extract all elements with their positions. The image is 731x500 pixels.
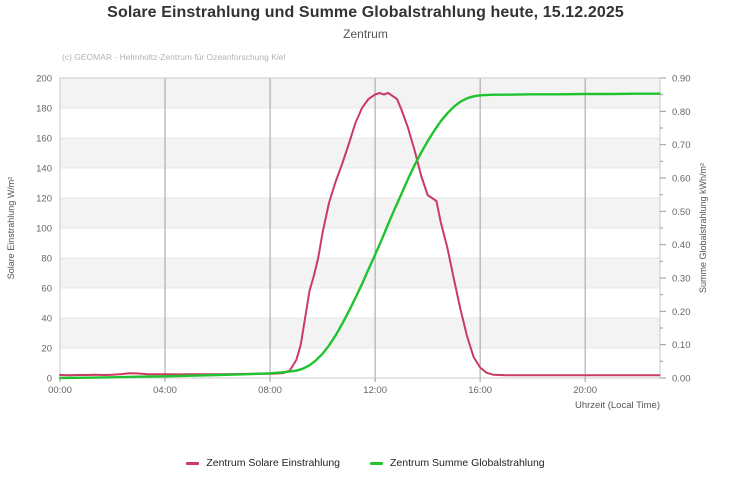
copyright-notice: (c) GEOMAR - Helmholtz-Zentrum für Ozean… <box>62 52 286 62</box>
x-tick-label: 00:00 <box>48 385 72 396</box>
legend-label: Zentrum Summe Globalstrahlung <box>390 457 545 469</box>
band <box>60 198 660 228</box>
y-left-tick-label: 80 <box>41 254 52 265</box>
y-left-axis-title: Solare Einstrahlung W/m² <box>6 177 16 280</box>
legend-label: Zentrum Solare Einstrahlung <box>206 457 340 469</box>
x-tick-label: 20:00 <box>573 385 597 396</box>
axis-tick-labels: 00:00 04:00 08:00 12:00 16:00 20:00 0 20 40 60 80 1… <box>36 74 690 397</box>
y-left-tick-label: 120 <box>36 194 52 205</box>
band <box>60 78 660 108</box>
y-left-tick-label: 60 <box>41 284 52 295</box>
legend-dash-icon <box>186 461 200 465</box>
x-tick-label: 04:00 <box>153 385 177 396</box>
plot-bands <box>60 78 660 348</box>
y-left-tick-label: 200 <box>36 74 52 85</box>
band <box>60 138 660 168</box>
y-right-tick-label: 0.30 <box>672 274 691 285</box>
legend-dash-icon <box>370 461 383 465</box>
y-right-tick-label: 0.90 <box>672 74 691 85</box>
x-tick-label: 16:00 <box>468 385 492 396</box>
y-left-tick-label: 40 <box>41 314 52 325</box>
chart-title: Solare Einstrahlung und Summe Globalstra… <box>107 4 624 21</box>
chart-legend: Zentrum Solare Einstrahlung Zentrum Summ… <box>0 457 731 469</box>
y-left-tick-label: 100 <box>36 224 52 235</box>
band <box>60 258 660 288</box>
series-line-0 <box>59 92 661 377</box>
y-left-tick-label: 180 <box>36 104 52 115</box>
y-right-tick-label: 0.50 <box>672 207 691 218</box>
series-lines <box>58 92 661 380</box>
y-right-axis-title: Summe Globalstrahlung kWh/m² <box>698 163 708 293</box>
series-line-1 <box>58 92 661 380</box>
y-right-tick-label: 0.10 <box>672 340 691 351</box>
y-right-tick-label: 0.60 <box>672 174 691 185</box>
y-right-tick-label: 0.80 <box>672 107 691 118</box>
y-right-tick-label: 0.70 <box>672 140 691 151</box>
axis-ticks <box>59 77 666 382</box>
x-tick-label: 12:00 <box>363 385 387 396</box>
legend-item-summe-globalstrahlung: Zentrum Summe Globalstrahlung <box>370 457 545 469</box>
band <box>60 318 660 348</box>
y-left-tick-label: 20 <box>41 344 52 355</box>
y-left-tick-label: 160 <box>36 134 52 145</box>
horizontal-gridlines <box>60 107 660 349</box>
chart-subtitle: Zentrum <box>343 27 388 41</box>
y-right-tick-label: 0.00 <box>672 374 691 385</box>
x-tick-label: 08:00 <box>258 385 282 396</box>
y-right-tick-label: 0.40 <box>672 240 691 251</box>
y-left-tick-label: 0 <box>47 374 52 385</box>
y-right-tick-label: 0.20 <box>672 307 691 318</box>
vertical-gridlines <box>164 78 586 378</box>
x-axis-title: Uhrzeit (Local Time) <box>575 400 660 411</box>
y-left-tick-label: 140 <box>36 164 52 175</box>
legend-item-solare-einstrahlung: Zentrum Solare Einstrahlung <box>186 457 340 469</box>
